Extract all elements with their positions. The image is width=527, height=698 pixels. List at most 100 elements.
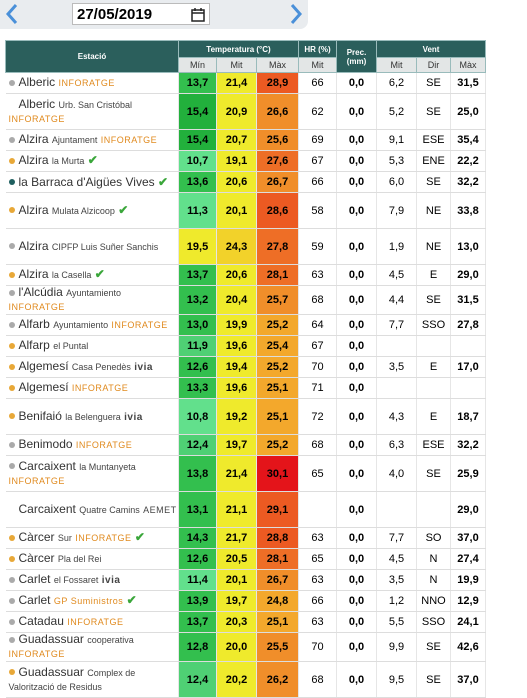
station-sub: Ajuntament bbox=[51, 135, 98, 145]
wmit-cell: 4,0 bbox=[376, 455, 418, 492]
station-cell: Alzira Mulata Alzicoop ✔ bbox=[5, 192, 179, 229]
max-cell: 26,6 bbox=[256, 93, 300, 130]
hr-cell bbox=[298, 491, 338, 528]
prec-cell: 0,0 bbox=[336, 491, 378, 528]
status-dot bbox=[8, 207, 15, 214]
station-sub: Pla del Rei bbox=[57, 554, 102, 564]
dir-cell bbox=[416, 335, 452, 357]
min-cell: 13,2 bbox=[178, 285, 217, 315]
wmax-cell: 19,9 bbox=[450, 569, 487, 591]
wmit-cell: 9,9 bbox=[376, 632, 418, 662]
mit-cell: 20,7 bbox=[216, 129, 257, 151]
prec-cell: 0,0 bbox=[336, 129, 378, 151]
dir-cell: N bbox=[416, 548, 452, 570]
station-name: l'Alcúdia bbox=[18, 285, 63, 299]
header-cell: Prec. (mm) bbox=[336, 40, 378, 73]
mit-cell: 21,4 bbox=[216, 72, 257, 94]
station-name: Carlet bbox=[18, 572, 51, 586]
station-tag: ivia bbox=[124, 411, 143, 423]
min-cell: 11,4 bbox=[178, 569, 217, 591]
dir-cell: ESE bbox=[416, 434, 452, 456]
wmit-cell: 4,3 bbox=[376, 398, 418, 435]
hr-cell: 72 bbox=[298, 398, 338, 435]
station-cell: Alzira la Casella ✔ bbox=[5, 264, 179, 286]
station-name: Algemesí bbox=[18, 359, 69, 373]
wmit-cell bbox=[376, 491, 418, 528]
station-tag: ivia bbox=[134, 362, 153, 373]
wmax-cell bbox=[450, 377, 487, 399]
status-dot bbox=[8, 179, 15, 186]
max-cell: 25,7 bbox=[256, 285, 300, 315]
next-day[interactable] bbox=[288, 3, 304, 25]
station-tag: INFORATGE bbox=[8, 649, 65, 659]
prec-cell: 0,0 bbox=[336, 335, 378, 357]
station-sub: Urb. San Cristóbal bbox=[58, 99, 133, 110]
wmax-cell: 25,0 bbox=[450, 93, 487, 130]
prec-cell: 0,0 bbox=[336, 192, 378, 229]
station-sub: cooperativa bbox=[87, 635, 134, 645]
mit-cell: 20,9 bbox=[216, 93, 257, 130]
station-name: Guadassuar bbox=[18, 632, 84, 646]
mit-cell: 19,6 bbox=[216, 335, 257, 357]
station-row: Carcaixent la Muntanyeta INFORATGE 13,8 21… bbox=[5, 455, 487, 492]
prec-cell: 0,0 bbox=[336, 171, 378, 193]
max-cell: 27,6 bbox=[256, 150, 300, 172]
status-dot bbox=[8, 79, 15, 86]
prec-cell: 0,0 bbox=[336, 661, 378, 698]
station-cell: Algemesí Casa Penedès ivia bbox=[5, 356, 179, 378]
station-name: Alzira bbox=[18, 153, 49, 167]
date-input[interactable]: 27/05/2019 bbox=[72, 3, 210, 25]
station-sub: Casa Penedès bbox=[71, 362, 131, 372]
mit-cell: 20,5 bbox=[216, 548, 257, 570]
station-row: Alfarp el Puntal 11,9 19,6 25,4 67 0,0 bbox=[5, 335, 487, 357]
hr-cell: 68 bbox=[298, 434, 338, 456]
wmit-cell bbox=[376, 335, 418, 357]
mit-cell: 21,1 bbox=[216, 491, 257, 528]
station-row: Alzira Ajuntament INFORATGE 15,4 20,7 25,6 6… bbox=[5, 129, 487, 151]
station-name: Alzira bbox=[18, 267, 49, 281]
dir-cell: ENE bbox=[416, 150, 452, 172]
station-sub: el Fossaret bbox=[53, 575, 99, 585]
max-cell: 28,1 bbox=[256, 548, 300, 570]
min-cell: 15,4 bbox=[178, 93, 217, 130]
station-sub: CIPFP Luis Suñer Sanchis bbox=[51, 241, 159, 252]
header-cell: Estació bbox=[5, 40, 179, 73]
wmax-cell: 17,0 bbox=[450, 356, 487, 378]
status-dot bbox=[8, 463, 15, 470]
min-cell: 14,3 bbox=[178, 527, 217, 549]
calendar-icon[interactable] bbox=[191, 7, 205, 22]
min-cell: 11,3 bbox=[178, 192, 217, 229]
station-cell: Alfarb Ayuntamiento INFORATGE bbox=[5, 314, 179, 336]
subheader-cell: Mit bbox=[298, 57, 338, 73]
hr-cell: 70 bbox=[298, 632, 338, 662]
wmax-cell: 24,1 bbox=[450, 611, 487, 633]
station-row: Carlet GP Suministros ✔ 13,9 19,7 24,8 66 0,0… bbox=[5, 590, 487, 612]
station-tag: INFORATGE bbox=[8, 302, 65, 312]
station-tag: AEMET bbox=[143, 504, 177, 515]
station-table: Estació Temperatura (°C) HR (%) Prec. (m… bbox=[5, 40, 487, 698]
min-cell: 15,4 bbox=[178, 129, 217, 151]
mit-cell: 19,2 bbox=[216, 398, 257, 435]
hr-cell: 63 bbox=[298, 264, 338, 286]
max-cell: 25,2 bbox=[256, 314, 300, 336]
mit-cell: 20,1 bbox=[216, 192, 257, 229]
dir-cell: NE bbox=[416, 228, 452, 265]
wmit-cell: 9,5 bbox=[376, 661, 418, 698]
hr-cell: 67 bbox=[298, 335, 338, 357]
station-tag: INFORATGE bbox=[71, 383, 129, 393]
hr-cell: 71 bbox=[298, 377, 338, 399]
station-name: Alberic bbox=[18, 96, 56, 111]
station-cell: Alzira CIPFP Luis Suñer Sanchis bbox=[5, 228, 179, 265]
wmax-cell: 32,2 bbox=[450, 171, 487, 193]
mit-cell: 24,3 bbox=[216, 228, 257, 265]
prev-day[interactable] bbox=[4, 3, 20, 25]
wmax-cell: 18,7 bbox=[450, 398, 487, 435]
wmit-cell: 6,3 bbox=[376, 434, 418, 456]
dir-cell: SSO bbox=[416, 611, 452, 633]
dir-cell: N bbox=[416, 569, 452, 591]
wmit-cell: 4,4 bbox=[376, 285, 418, 315]
max-cell: 25,1 bbox=[256, 377, 300, 399]
mit-cell: 19,1 bbox=[216, 150, 257, 172]
prec-cell: 0,0 bbox=[336, 455, 378, 492]
station-row: Benimodo INFORATGE 12,4 19,7 25,2 68 0,0 6,3 ES… bbox=[5, 434, 487, 456]
